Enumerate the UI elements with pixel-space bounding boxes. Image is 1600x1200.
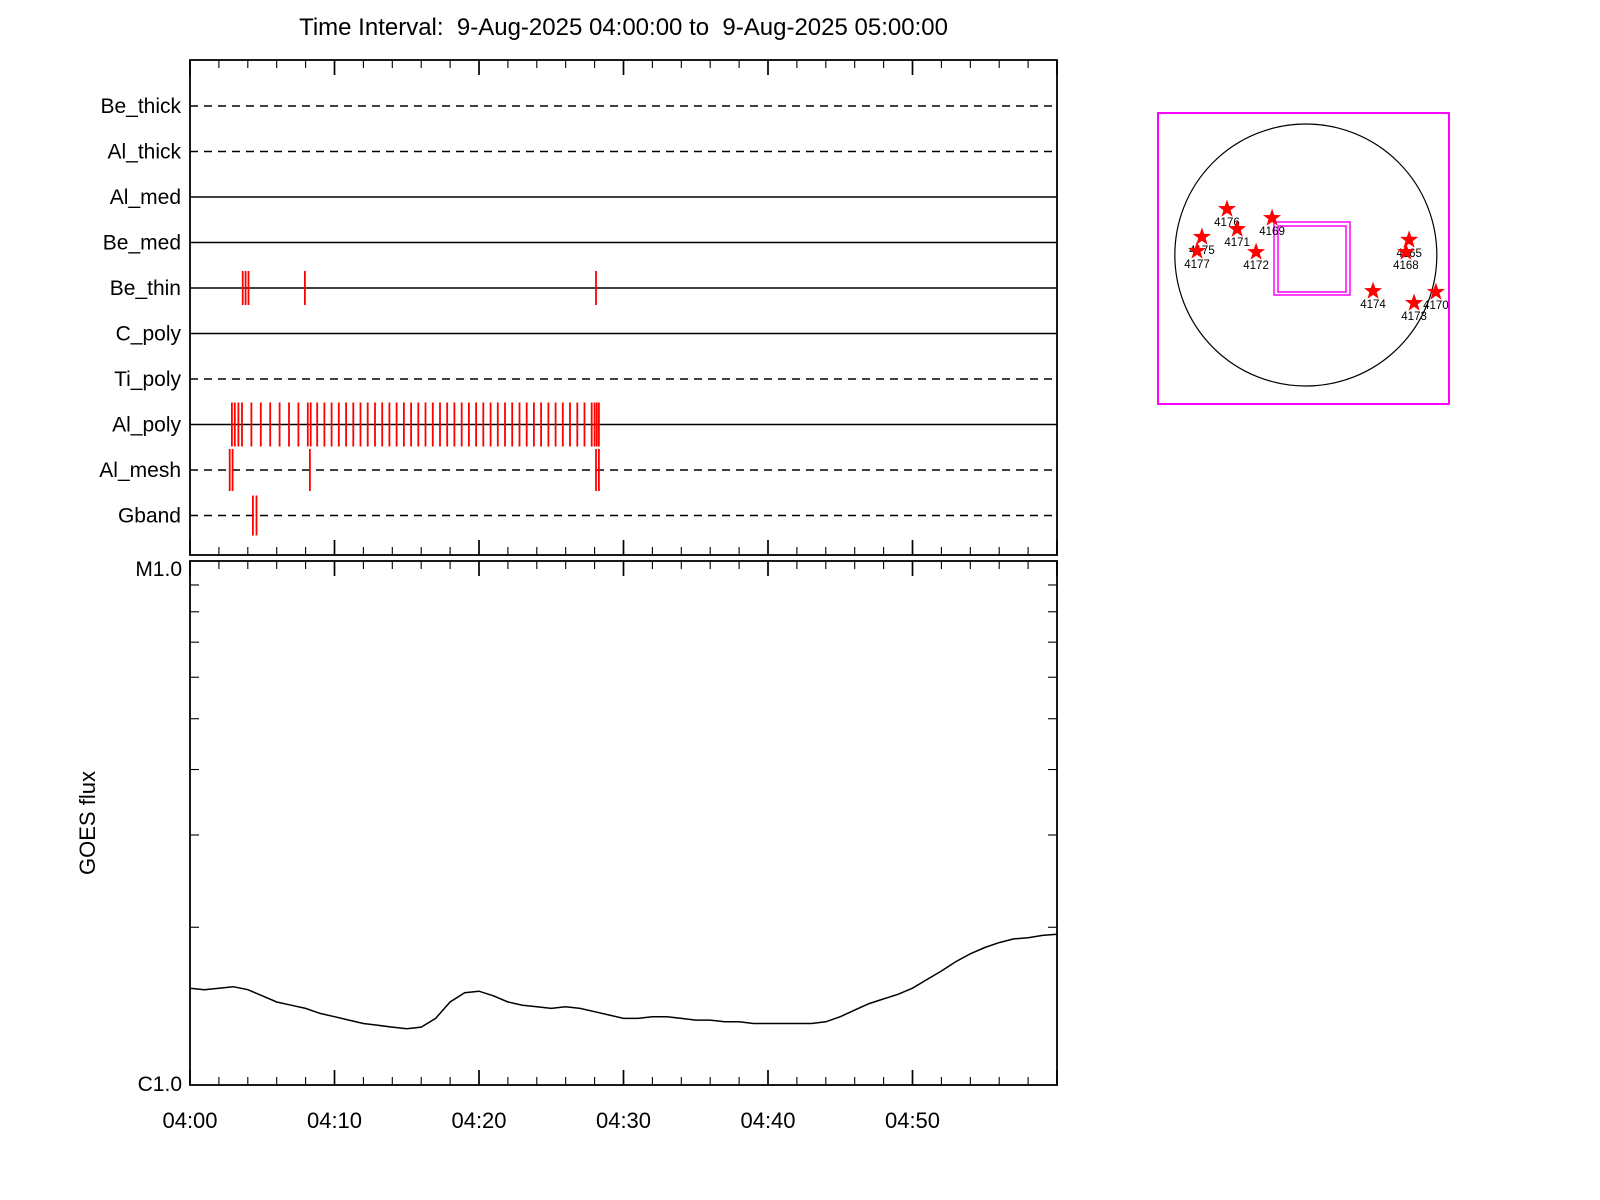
goes-panel-border xyxy=(189,560,1058,1086)
x-tick-label: 04:10 xyxy=(307,1108,362,1133)
active-region-label: 4177 xyxy=(1184,259,1210,271)
active-region-label: 4176 xyxy=(1214,217,1240,229)
goes-flux-curve xyxy=(189,933,1058,1030)
x-tick-label: 04:20 xyxy=(451,1108,506,1133)
active-region-star xyxy=(1364,281,1383,299)
filter-label-be_thick: Be_thick xyxy=(100,95,181,118)
filter-label-al_med: Al_med xyxy=(110,186,181,209)
active-region-star xyxy=(1247,242,1266,260)
active-region-star xyxy=(1192,227,1211,245)
fov-box-inner xyxy=(1277,225,1347,293)
filter-label-be_med: Be_med xyxy=(103,232,181,255)
filter-label-ti_poly: Ti_poly xyxy=(114,368,181,391)
x-tick-label: 04:00 xyxy=(162,1108,217,1133)
filter-label-c_poly: C_poly xyxy=(116,323,182,346)
filter-label-al_mesh: Al_mesh xyxy=(99,459,181,482)
plot-title: Time Interval: 9-Aug-2025 04:00:00 to 9-… xyxy=(299,14,948,41)
goes-ytick-top-label: M1.0 xyxy=(135,558,182,581)
active-region-label: 4170 xyxy=(1423,300,1449,312)
active-region-star xyxy=(1426,282,1445,300)
active-region-label: 4171 xyxy=(1224,237,1250,249)
active-region-label: 4174 xyxy=(1360,299,1386,311)
x-tick-label: 04:30 xyxy=(596,1108,651,1133)
active-region-label: 4173 xyxy=(1401,311,1427,323)
fov-box-outer xyxy=(1273,221,1351,296)
filter-label-al_thick: Al_thick xyxy=(107,141,181,164)
solar-limb xyxy=(1174,123,1438,387)
filter-label-al_poly: Al_poly xyxy=(112,414,181,437)
filter-panel-border xyxy=(189,59,1058,556)
active-region-star xyxy=(1228,219,1247,237)
x-tick-label: 04:40 xyxy=(740,1108,795,1133)
map-border xyxy=(1157,112,1450,405)
filter-label-be_thin: Be_thin xyxy=(110,277,181,300)
active-region-label: 4168 xyxy=(1393,260,1419,272)
active-region-star xyxy=(1400,230,1419,248)
active-region-star xyxy=(1188,241,1206,259)
x-tick-label: 04:50 xyxy=(885,1108,940,1133)
active-region-star xyxy=(1396,242,1415,260)
active-region-label: 4172 xyxy=(1243,260,1269,272)
goes-ytick-bottom-label: C1.0 xyxy=(137,1073,182,1096)
active-region-star xyxy=(1405,293,1424,311)
active-region-label: 4169 xyxy=(1259,226,1285,238)
active-region-star xyxy=(1217,199,1236,217)
filter-label-gband: Gband xyxy=(118,505,181,528)
active-region-star xyxy=(1263,208,1282,226)
